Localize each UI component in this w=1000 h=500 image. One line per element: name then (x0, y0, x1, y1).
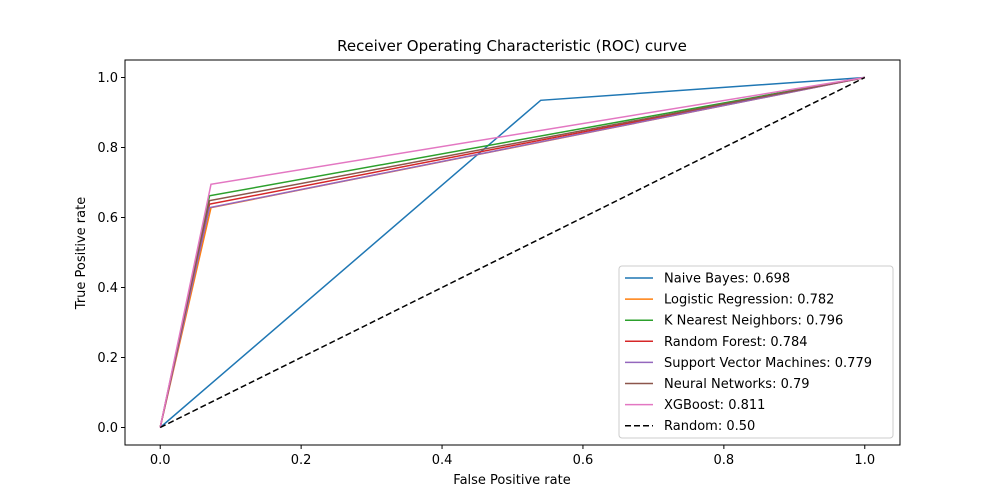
legend-label: XGBoost: 0.811 (664, 398, 765, 413)
legend-label: Neural Networks: 0.79 (664, 377, 810, 392)
series-line-8 (159, 76, 866, 429)
legend-label: Random Forest: 0.784 (664, 335, 808, 350)
legend-label: Random: 0.50 (664, 419, 755, 434)
x-tick-label: 0.0 (150, 453, 171, 468)
series-line-7 (159, 76, 865, 428)
y-tick-label: 0.8 (97, 141, 118, 156)
x-tick-label: 0.4 (432, 453, 453, 468)
chart-title: Receiver Operating Characteristic (ROC) … (337, 37, 687, 55)
y-tick-label: 0.4 (97, 281, 118, 296)
y-tick-label: 0.2 (97, 351, 118, 366)
plot-frame (124, 59, 901, 446)
legend-box (618, 265, 894, 439)
legend-label: K Nearest Neighbors: 0.796 (664, 314, 843, 329)
y-axis: 0.0 0.2 0.4 0.6 0.8 1.0 (97, 71, 125, 436)
series-layer (159, 76, 866, 429)
legend-label: Naive Bayes: 0.698 (664, 272, 790, 287)
x-tick-label: 1.0 (854, 453, 875, 468)
legend-label: Support Vector Machines: 0.779 (664, 356, 872, 371)
legend-label: Logistic Regression: 0.782 (664, 293, 834, 308)
x-axis: 0.0 0.2 0.4 0.6 0.8 1.0 (150, 445, 875, 468)
x-tick-label: 0.2 (291, 453, 312, 468)
y-tick-label: 1.0 (97, 71, 118, 86)
y-axis-label: True Positive rate (74, 197, 89, 310)
x-tick-label: 0.8 (714, 453, 735, 468)
x-tick-label: 0.6 (573, 453, 594, 468)
legend: Naive Bayes: 0.698 Logistic Regression: 0… (618, 265, 894, 439)
series-line-1 (159, 76, 865, 429)
x-axis-label: False Positive rate (453, 473, 570, 488)
y-tick-label: 0.6 (97, 211, 118, 226)
y-tick-label: 0.0 (97, 421, 118, 436)
